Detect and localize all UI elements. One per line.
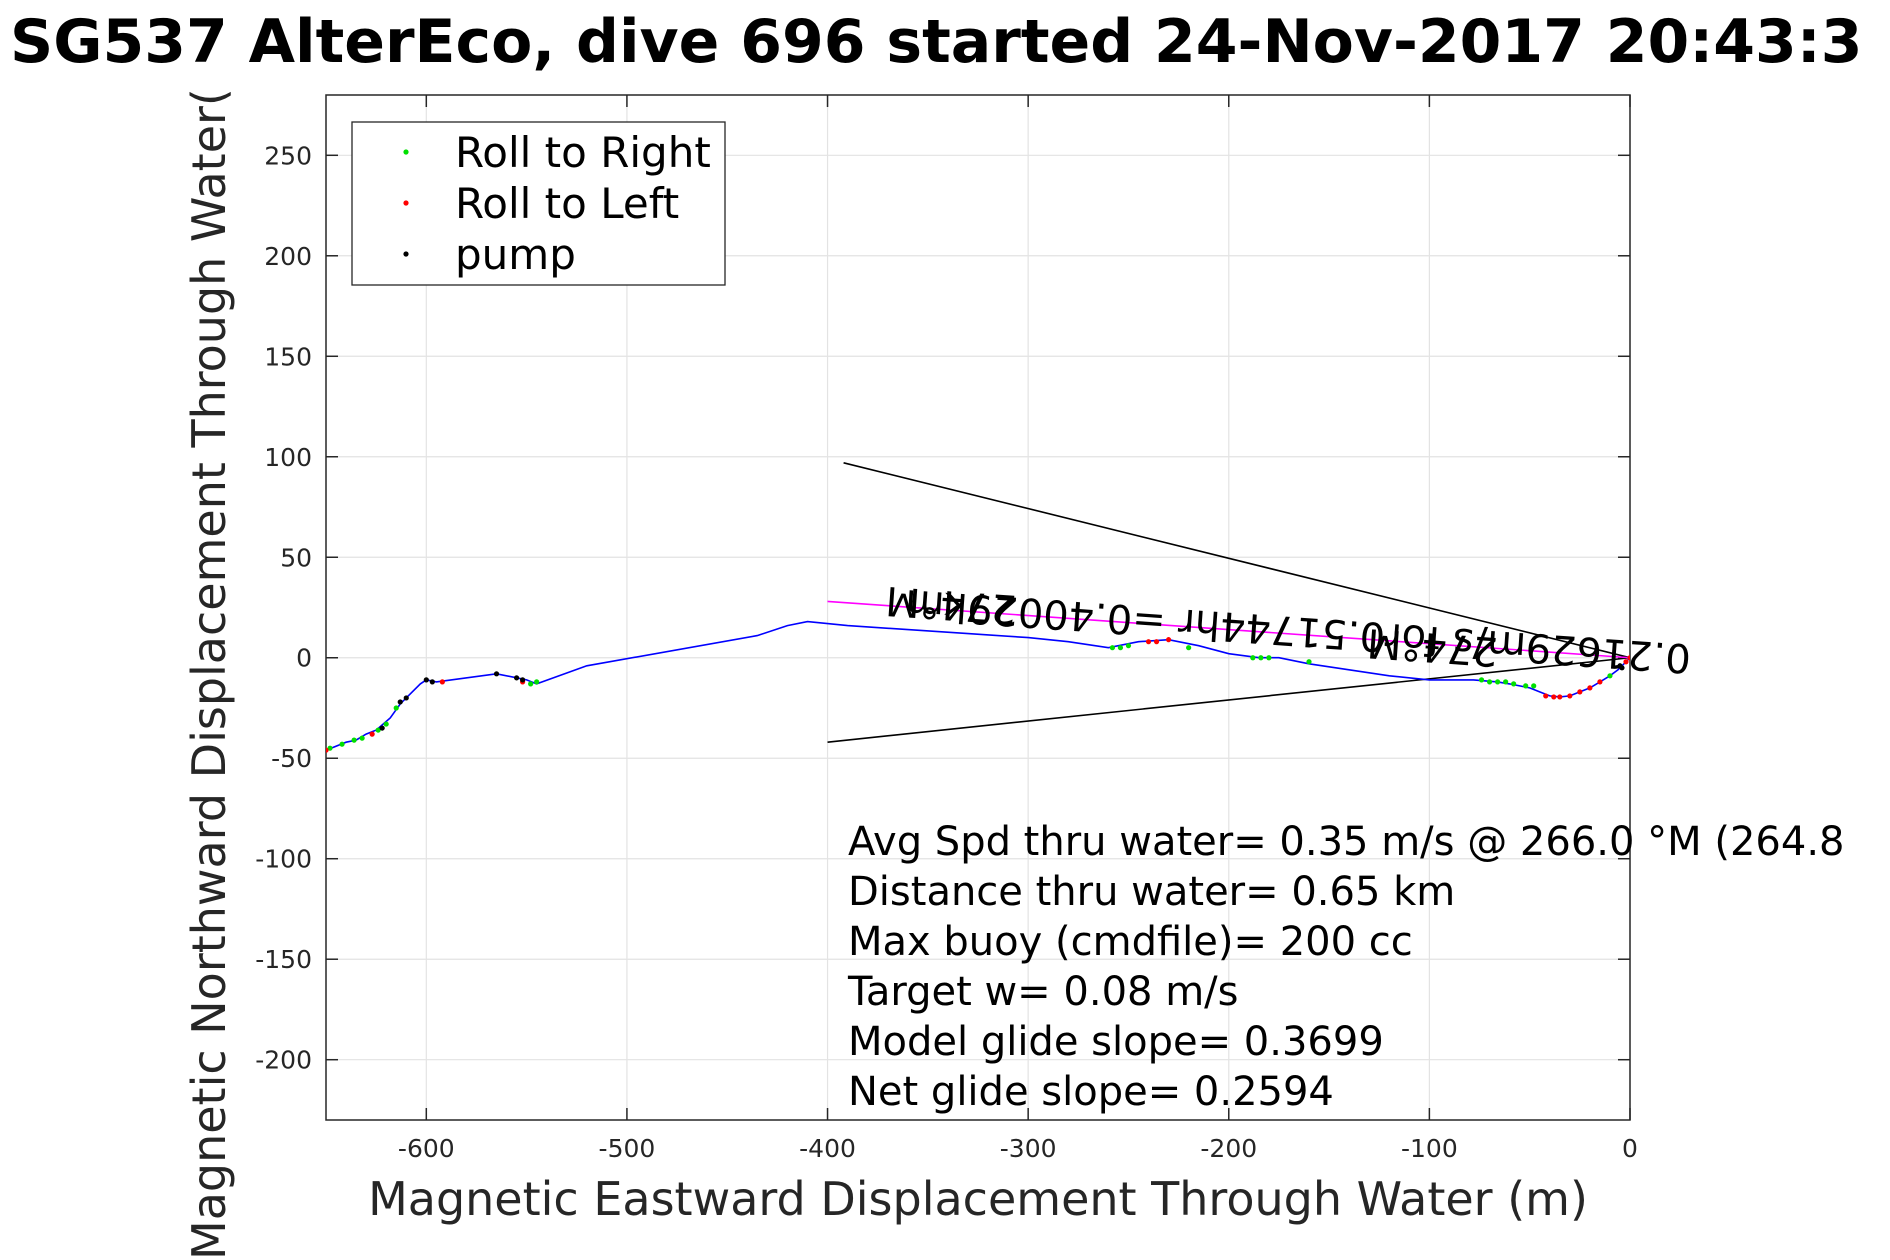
plot-content bbox=[326, 462, 1630, 753]
y-tick-label: -200 bbox=[255, 1046, 312, 1075]
x-tick-label: -500 bbox=[599, 1134, 656, 1163]
roll-right-point bbox=[375, 727, 381, 733]
stats-line: Model glide slope= 0.3699 bbox=[848, 1019, 1384, 1065]
x-tick-label: 0 bbox=[1622, 1134, 1638, 1163]
rotated-annotation: 0.21629m/s for0.51744hr =0.40029km bbox=[904, 580, 1693, 681]
stats-line: Distance thru water= 0.65 km bbox=[848, 869, 1455, 915]
legend-entry-label: Roll to Right bbox=[455, 128, 711, 177]
roll-right-point bbox=[1258, 655, 1264, 661]
roll-left-point bbox=[1153, 639, 1160, 645]
y-axis-label: Magnetic Northward Displacement Through … bbox=[182, 88, 236, 1260]
roll-left-point bbox=[1145, 639, 1152, 645]
stats-line: Avg Spd thru water= 0.35 m/s @ 266.0 °M … bbox=[848, 819, 1844, 865]
y-tick-label: 250 bbox=[264, 141, 312, 170]
roll-right-point bbox=[327, 745, 333, 751]
stats-line: Net glide slope= 0.2594 bbox=[848, 1069, 1334, 1115]
roll-right-point bbox=[1511, 681, 1517, 687]
legend-marker bbox=[403, 251, 409, 257]
roll-left-point bbox=[439, 679, 445, 685]
y-tick-label: 150 bbox=[264, 342, 312, 371]
roll-right-point bbox=[351, 737, 357, 743]
y-tick-label: 200 bbox=[264, 242, 312, 271]
stats-text: Avg Spd thru water= 0.35 m/s @ 266.0 °M … bbox=[847, 819, 1844, 1115]
roll-right-point bbox=[528, 681, 534, 687]
roll-left-point bbox=[1587, 685, 1593, 691]
y-tick-label: -100 bbox=[255, 845, 312, 874]
rotated-annotation: 274°M bbox=[884, 577, 1018, 632]
roll-left-point bbox=[1551, 694, 1557, 700]
x-tick-label: -400 bbox=[799, 1134, 856, 1163]
roll-right-point bbox=[1523, 683, 1529, 689]
roll-left-point bbox=[1577, 689, 1583, 695]
roll-left-point bbox=[369, 731, 375, 737]
roll-right-point bbox=[339, 741, 345, 747]
roll-right-point bbox=[1531, 683, 1537, 689]
roll-left-point bbox=[326, 747, 329, 753]
pump-point bbox=[423, 677, 429, 683]
roll-left-point bbox=[1165, 637, 1172, 643]
x-axis-label: Magnetic Eastward Displacement Through W… bbox=[368, 1172, 1588, 1226]
y-tick-label: -150 bbox=[255, 945, 312, 974]
stats-line: Target w= 0.08 m/s bbox=[847, 969, 1238, 1015]
pump-point bbox=[397, 699, 403, 705]
x-tick-label: -600 bbox=[398, 1134, 455, 1163]
roll-left-point bbox=[1557, 694, 1563, 700]
legend-box bbox=[351, 121, 726, 286]
roll-right-point bbox=[1250, 655, 1256, 661]
roll-left-point bbox=[1627, 655, 1630, 661]
pump-point bbox=[1619, 665, 1625, 671]
roll-left-point bbox=[1543, 693, 1549, 699]
roll-right-point bbox=[534, 679, 540, 685]
roll-right-point bbox=[1109, 645, 1116, 651]
roll-right-point bbox=[1503, 679, 1509, 685]
y-tick-label: 50 bbox=[280, 543, 312, 572]
roll-right-point bbox=[1306, 659, 1312, 665]
roll-right-point bbox=[359, 735, 365, 741]
roll-right-point bbox=[383, 721, 389, 727]
roll-left-point bbox=[1623, 659, 1629, 665]
y-tick-label: -50 bbox=[271, 744, 312, 773]
y-tick-label: 0 bbox=[296, 644, 312, 673]
heading-cone-line bbox=[843, 462, 1630, 659]
roll-right-point bbox=[1486, 679, 1493, 685]
roll-right-point bbox=[1607, 673, 1613, 679]
pump-point bbox=[429, 679, 435, 685]
pump-point bbox=[379, 725, 385, 731]
pump-point bbox=[513, 675, 520, 681]
legend-marker bbox=[403, 200, 409, 206]
legend-entry-label: Roll to Left bbox=[455, 179, 679, 228]
axis-ticks: -600 -500 -400 -300 -200 -100 0-200-150-100-50… bbox=[255, 95, 1638, 1163]
x-tick-label: -100 bbox=[1401, 1134, 1458, 1163]
roll-right-point bbox=[1186, 645, 1192, 651]
roll-right-point bbox=[1117, 645, 1124, 651]
current-vector-line bbox=[827, 600, 1630, 659]
pump-point bbox=[493, 671, 500, 677]
legend-marker bbox=[403, 149, 409, 155]
x-tick-label: -200 bbox=[1200, 1134, 1257, 1163]
roll-left-point bbox=[1597, 679, 1603, 685]
heading-cone-line bbox=[827, 656, 1630, 743]
roll-left-point bbox=[1567, 693, 1573, 699]
stats-line: Max buoy (cmdfile)= 200 cc bbox=[848, 919, 1413, 965]
pump-point bbox=[403, 695, 409, 701]
roll-right-point bbox=[1478, 677, 1485, 683]
roll-right-point bbox=[1125, 643, 1132, 649]
roll-right-point bbox=[1494, 679, 1501, 685]
y-tick-label: 100 bbox=[264, 443, 312, 472]
pump-point bbox=[520, 677, 526, 683]
x-tick-label: -300 bbox=[1000, 1134, 1057, 1163]
legend-entry-label: pump bbox=[455, 230, 576, 279]
roll-right-point bbox=[393, 705, 399, 711]
roll-right-point bbox=[1266, 655, 1272, 661]
plot-area-frame bbox=[325, 94, 1631, 1121]
rotated-annotation: 274°M bbox=[1366, 619, 1500, 674]
chart-title: SG537 AlterEco, dive 696 started 24-Nov-… bbox=[10, 7, 1863, 77]
